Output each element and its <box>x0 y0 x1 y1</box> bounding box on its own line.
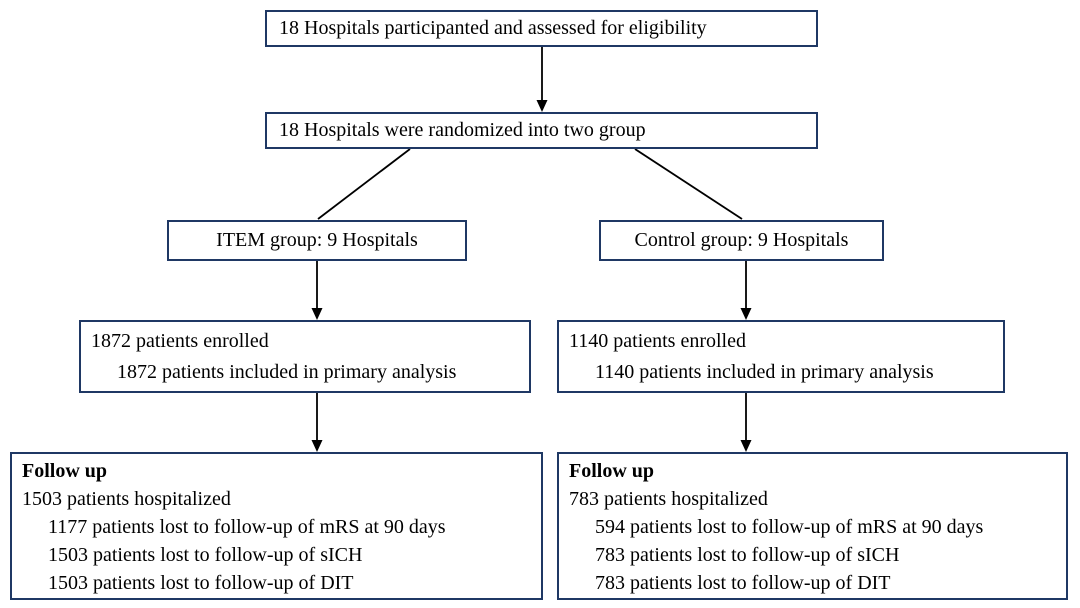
item-group-text: ITEM group: 9 Hospitals <box>216 229 418 251</box>
control-followup-line: 594 patients lost to follow-up of mRS at… <box>595 516 984 538</box>
control-followup-line: 783 patients hospitalized <box>569 488 768 510</box>
control-followup-line: 783 patients lost to follow-up of sICH <box>595 544 900 566</box>
item-followup-line: 1177 patients lost to follow-up of mRS a… <box>48 516 446 538</box>
control-enrolled-box: 1140 patients enrolled 1140 patients inc… <box>557 320 1005 393</box>
eligibility-box: 18 Hospitals participanted and assessed … <box>265 10 818 47</box>
control-group-text: Control group: 9 Hospitals <box>634 229 849 251</box>
item-followup-box: Follow up 1503 patients hospitalized 117… <box>10 452 543 600</box>
branch-line-to-item-group <box>317 148 411 220</box>
item-followup-line: 1503 patients lost to follow-up of DIT <box>48 572 354 594</box>
eligibility-text: 18 Hospitals participanted and assessed … <box>279 17 707 39</box>
item-enrolled-line: 1872 patients included in primary analys… <box>117 361 457 383</box>
item-followup-line: 1503 patients lost to follow-up of sICH <box>48 544 363 566</box>
control-enrolled-line: 1140 patients included in primary analys… <box>595 361 934 383</box>
control-followup-title: Follow up <box>569 460 655 482</box>
item-followup-title: Follow up <box>22 460 108 482</box>
randomized-box: 18 Hospitals were randomized into two gr… <box>265 112 818 149</box>
randomized-text: 18 Hospitals were randomized into two gr… <box>279 119 646 141</box>
control-followup-box: Follow up 783 patients hospitalized 594 … <box>557 452 1068 600</box>
item-followup-line: 1503 patients hospitalized <box>22 488 231 510</box>
control-group-box: Control group: 9 Hospitals <box>599 220 884 261</box>
branch-line-to-control-group <box>634 148 743 220</box>
control-followup-line: 783 patients lost to follow-up of DIT <box>595 572 891 594</box>
control-enrolled-line: 1140 patients enrolled <box>569 330 746 352</box>
item-enrolled-box: 1872 patients enrolled 1872 patients inc… <box>79 320 531 393</box>
item-enrolled-line: 1872 patients enrolled <box>91 330 269 352</box>
item-group-box: ITEM group: 9 Hospitals <box>167 220 467 261</box>
